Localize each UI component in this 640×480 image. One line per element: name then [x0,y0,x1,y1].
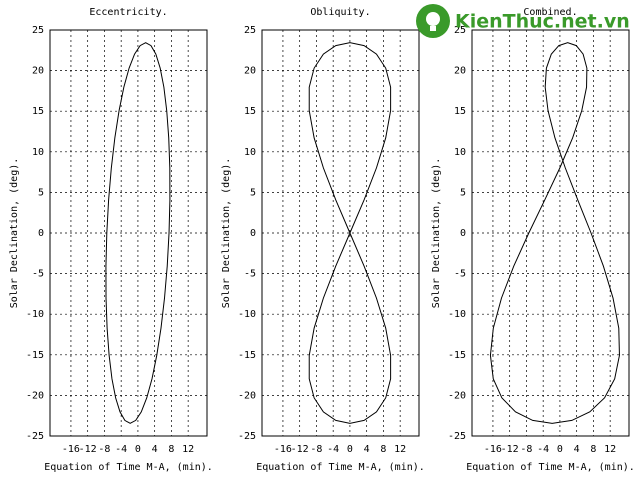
y-tick-label: 15 [244,106,256,117]
y-tick-label: 10 [244,147,256,158]
y-tick-label: 25 [244,25,256,36]
x-tick-label: 8 [590,444,596,455]
x-tick-label: 8 [168,444,174,455]
y-tick-label: 25 [454,25,466,36]
plot-frame [261,29,420,437]
x-tick-label: 4 [364,444,370,455]
plot-frame [471,29,630,437]
y-tick-label: -20 [448,390,466,401]
y-tick-label: -25 [238,431,256,442]
y-tick-label: 10 [454,147,466,158]
x-tick-label: -4 [537,444,549,455]
x-tick-label: -12 [291,444,309,455]
curve [489,42,620,424]
watermark: KienThuc.net.vn [416,4,630,38]
panel-title: Obliquity. [310,7,370,18]
y-axis-label: Solar Declination, (deg). [431,158,442,309]
x-tick-label: -16 [484,444,502,455]
y-tick-label: 0 [460,228,466,239]
y-tick-label: -25 [26,431,44,442]
y-tick-label: -25 [448,431,466,442]
y-axis-label: Solar Declination, (deg). [221,158,232,309]
y-tick-label: 10 [32,147,44,158]
x-tick-label: 0 [135,444,141,455]
y-tick-label: 0 [250,228,256,239]
y-tick-label: -15 [238,350,256,361]
y-tick-label: -20 [26,390,44,401]
y-tick-label: -5 [32,269,44,280]
watermark-bulb [426,12,440,26]
y-tick-label: 5 [460,187,466,198]
y-tick-label: -5 [454,269,466,280]
x-tick-label: 12 [604,444,616,455]
y-tick-label: 5 [250,187,256,198]
y-tick-label: -15 [26,350,44,361]
y-tick-label: 20 [244,66,256,77]
curve [105,42,171,424]
y-tick-label: -10 [26,309,44,320]
y-tick-label: -15 [448,350,466,361]
y-tick-label: 0 [38,228,44,239]
x-tick-label: 12 [394,444,406,455]
watermark-bulb-base [430,26,436,31]
y-tick-label: 20 [32,66,44,77]
x-tick-label: -8 [310,444,322,455]
y-tick-label: -20 [238,390,256,401]
x-axis-label: Equation of Time M-A, (min). [466,462,635,473]
y-tick-label: 20 [454,66,466,77]
x-axis-label: Equation of Time M-A, (min). [256,462,425,473]
x-tick-label: -4 [115,444,127,455]
x-tick-label: 0 [347,444,353,455]
curve [308,42,392,424]
watermark-text: KienThuc.net.vn [455,11,630,33]
y-tick-label: 15 [32,106,44,117]
y-tick-label: 5 [38,187,44,198]
x-tick-label: -16 [62,444,80,455]
plot-frame [49,29,208,437]
y-tick-label: -10 [238,309,256,320]
y-tick-label: -10 [448,309,466,320]
y-axis-label: Solar Declination, (deg). [9,158,20,309]
panel-title: Combined. [523,7,577,18]
x-tick-label: 4 [152,444,158,455]
y-tick-label: -5 [244,269,256,280]
x-tick-label: -16 [274,444,292,455]
x-tick-label: -4 [327,444,339,455]
x-tick-label: -12 [501,444,519,455]
y-tick-label: 15 [454,106,466,117]
x-tick-label: -8 [98,444,110,455]
x-tick-label: -8 [520,444,532,455]
x-tick-label: -12 [79,444,97,455]
panel-title: Eccentricity. [89,7,167,18]
x-tick-label: 0 [557,444,563,455]
x-tick-label: 12 [182,444,194,455]
x-tick-label: 4 [574,444,580,455]
y-tick-label: 25 [32,25,44,36]
x-tick-label: 8 [380,444,386,455]
x-axis-label: Equation of Time M-A, (min). [44,462,213,473]
